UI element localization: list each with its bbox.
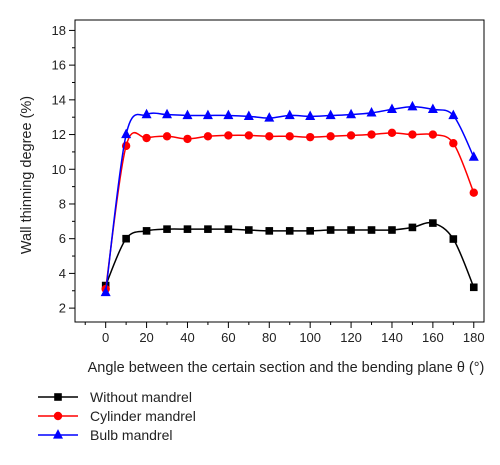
data-point bbox=[265, 227, 274, 235]
legend-item: Without mandrel bbox=[38, 389, 192, 405]
data-point bbox=[326, 132, 335, 141]
legend-label: Without mandrel bbox=[90, 389, 192, 405]
data-point bbox=[408, 223, 417, 232]
series-line bbox=[104, 131, 475, 290]
data-point bbox=[100, 286, 111, 297]
y-tick-label: 10 bbox=[52, 162, 66, 177]
data-point bbox=[387, 128, 397, 138]
data-point bbox=[449, 235, 458, 243]
data-point bbox=[223, 109, 234, 120]
series-group bbox=[100, 100, 479, 297]
series-without-mandrel bbox=[101, 219, 478, 292]
data-point bbox=[326, 226, 335, 234]
series-bulb-mandrel bbox=[100, 100, 479, 297]
data-point bbox=[121, 128, 132, 139]
x-tick-label: 140 bbox=[381, 330, 403, 345]
legend-marker bbox=[53, 429, 63, 439]
x-tick-label: 100 bbox=[299, 330, 321, 345]
data-point bbox=[203, 132, 213, 141]
y-tick-label: 6 bbox=[59, 231, 66, 246]
data-point bbox=[243, 110, 254, 120]
legend-label: Bulb mandrel bbox=[90, 427, 173, 443]
data-point bbox=[366, 106, 377, 117]
data-point bbox=[162, 108, 173, 119]
data-point bbox=[367, 226, 376, 234]
x-tick-label: 20 bbox=[139, 330, 153, 345]
data-point bbox=[202, 109, 213, 120]
data-point bbox=[386, 103, 397, 113]
data-point bbox=[428, 130, 438, 139]
x-axis-title: Angle between the certain section and th… bbox=[88, 360, 485, 376]
data-point bbox=[244, 131, 254, 140]
x-tick-label: 180 bbox=[463, 330, 485, 345]
data-point bbox=[346, 131, 356, 140]
data-point bbox=[142, 227, 151, 235]
data-point bbox=[407, 100, 418, 111]
data-point bbox=[183, 225, 192, 233]
y-tick-label: 14 bbox=[52, 92, 66, 107]
data-point bbox=[305, 132, 315, 142]
data-point bbox=[163, 225, 171, 233]
data-point bbox=[427, 103, 438, 113]
data-point bbox=[182, 109, 193, 120]
data-point bbox=[183, 134, 192, 144]
y-axis-title: Wall thinning degree (%) bbox=[19, 96, 35, 254]
x-tick-label: 120 bbox=[340, 330, 362, 345]
y-tick-label: 2 bbox=[59, 301, 66, 316]
series-cylinder-mandrel bbox=[101, 128, 478, 294]
data-point bbox=[468, 151, 479, 161]
data-point bbox=[305, 110, 316, 120]
data-point bbox=[224, 131, 233, 140]
data-point bbox=[306, 227, 314, 235]
data-point bbox=[224, 225, 233, 233]
x-tick-label: 60 bbox=[221, 330, 235, 345]
x-tick-label: 80 bbox=[262, 330, 276, 345]
y-tick-label: 8 bbox=[59, 196, 66, 211]
data-point bbox=[285, 132, 294, 141]
data-point bbox=[142, 133, 151, 143]
plot-frame bbox=[74, 19, 485, 323]
data-point bbox=[388, 226, 396, 234]
data-point bbox=[162, 132, 172, 141]
data-point bbox=[285, 227, 294, 235]
legend-marker bbox=[54, 393, 62, 401]
data-point bbox=[448, 109, 459, 120]
axes bbox=[74, 19, 485, 323]
legend-item: Bulb mandrel bbox=[38, 427, 173, 443]
y-tick-label: 12 bbox=[52, 127, 66, 142]
legend-marker bbox=[53, 411, 63, 421]
data-point bbox=[325, 109, 336, 120]
x-tick-label: 40 bbox=[180, 330, 194, 345]
x-tick-label: 160 bbox=[422, 330, 444, 345]
data-point bbox=[122, 234, 130, 243]
legend-label: Cylinder mandrel bbox=[90, 408, 196, 424]
data-point bbox=[469, 283, 478, 292]
y-tick-label: 16 bbox=[52, 58, 66, 73]
y-tick-label: 18 bbox=[52, 23, 66, 38]
data-point bbox=[367, 130, 376, 139]
data-point bbox=[141, 108, 152, 119]
data-point bbox=[429, 219, 437, 227]
legend: Without mandrel Cylinder mandrel Bulb mand… bbox=[38, 389, 196, 443]
data-point bbox=[347, 226, 355, 234]
data-point bbox=[204, 225, 212, 233]
data-point bbox=[408, 130, 417, 139]
x-tick-label: 0 bbox=[102, 330, 109, 345]
legend-item: Cylinder mandrel bbox=[38, 408, 196, 424]
data-point bbox=[264, 112, 275, 122]
data-point bbox=[449, 139, 458, 148]
data-point bbox=[346, 108, 357, 119]
data-point bbox=[245, 226, 253, 234]
data-point bbox=[265, 132, 274, 141]
data-point bbox=[284, 109, 295, 120]
y-tick-label: 4 bbox=[59, 266, 66, 281]
data-point bbox=[469, 188, 478, 197]
